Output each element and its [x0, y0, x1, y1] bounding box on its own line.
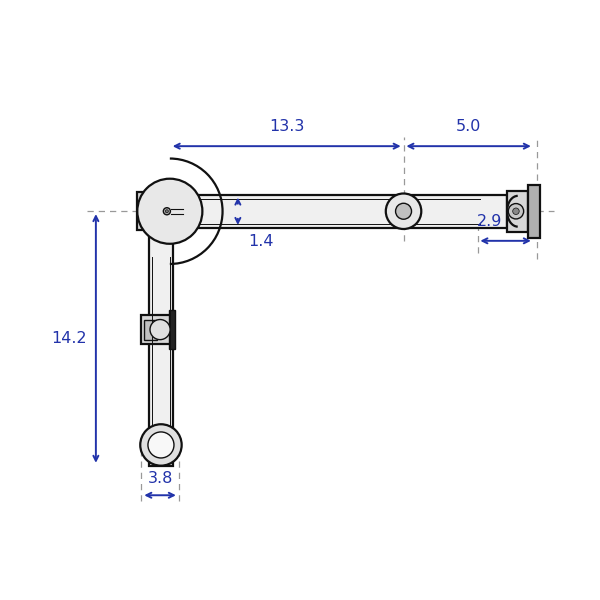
Circle shape — [386, 193, 421, 229]
Text: 2.9: 2.9 — [476, 214, 502, 229]
Bar — [149, 228, 173, 466]
Text: 13.3: 13.3 — [269, 119, 304, 134]
Circle shape — [137, 179, 202, 244]
Bar — [507, 191, 528, 232]
Bar — [137, 193, 173, 230]
Bar — [144, 320, 157, 340]
Circle shape — [513, 208, 519, 215]
Circle shape — [150, 320, 170, 340]
Bar — [169, 310, 175, 349]
Bar — [528, 185, 539, 238]
Circle shape — [166, 210, 169, 213]
Text: 14.2: 14.2 — [52, 331, 87, 346]
Circle shape — [140, 424, 182, 466]
Circle shape — [395, 203, 412, 219]
Bar — [142, 315, 173, 344]
Bar — [170, 194, 507, 228]
Text: 5.0: 5.0 — [456, 119, 481, 134]
Text: 3.8: 3.8 — [148, 472, 173, 487]
Circle shape — [148, 432, 174, 458]
Circle shape — [508, 203, 524, 219]
Text: 1.4: 1.4 — [248, 234, 274, 249]
Circle shape — [163, 208, 170, 215]
